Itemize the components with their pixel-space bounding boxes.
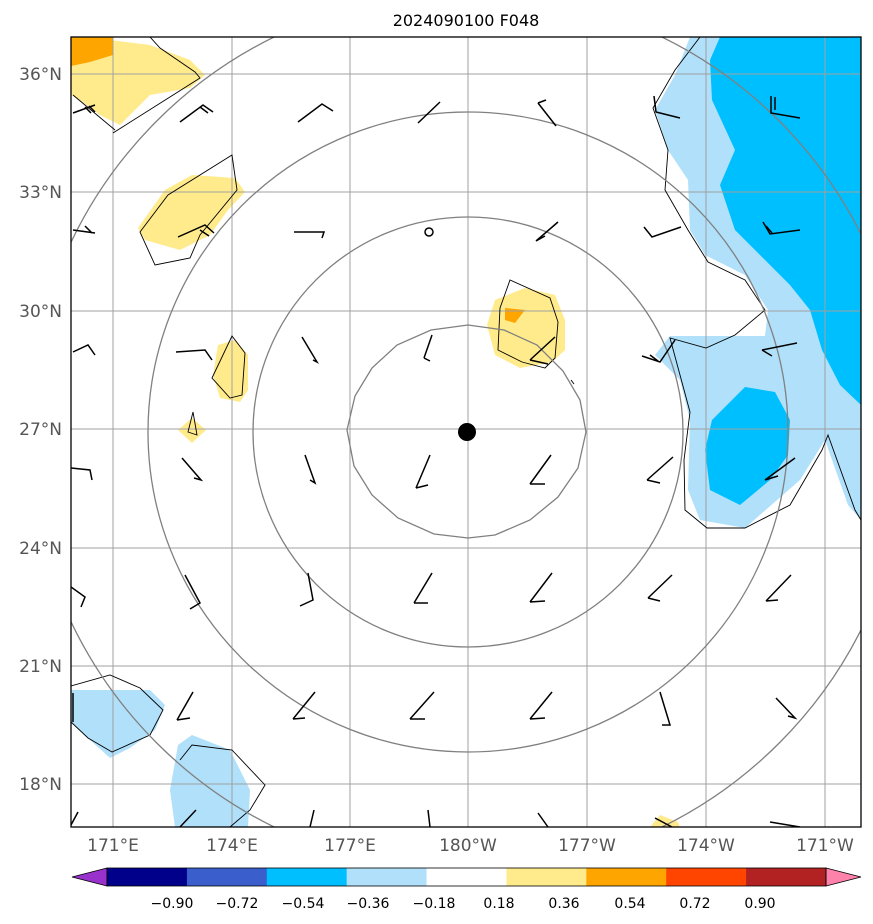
colorbar-label: −0.18 [413,896,456,912]
orange-region-nw [71,37,113,66]
colorbar-tick-labels: −0.90 −0.72 −0.54 −0.36 −0.18 0.18 0.36 … [151,896,776,912]
lon-label-177w: 177°W [558,836,616,856]
lon-label-171w: 171°W [796,836,854,856]
colorbar-label: −0.54 [282,896,325,912]
yellow-region-south [650,815,680,827]
orange-region-center [505,308,525,323]
lat-label-36n: 36°N [19,65,62,85]
blue-region-east [710,37,861,405]
lon-label-174e: 174°E [206,836,258,856]
figure-title: 2024090100 F048 [393,11,540,30]
colorbar: −0.90 −0.72 −0.54 −0.36 −0.18 0.18 0.36 … [71,867,862,912]
lat-label-21n: 21°N [19,657,62,677]
lat-label-30n: 30°N [19,302,62,322]
colorbar-label: −0.72 [216,896,259,912]
colorbar-cell [107,868,188,886]
yellow-region-nw [71,40,205,125]
map-area [71,37,861,827]
lon-label-177e: 177°E [324,836,376,856]
colorbar-cell [506,868,587,886]
blue-region-inner [705,387,790,505]
yellow-region-w3 [178,418,206,443]
colorbar-cell [186,868,268,886]
light-blue-region-sw2 [170,735,250,827]
colorbar-label: 0.54 [614,896,645,912]
colorbar-label: 0.18 [483,896,514,912]
storm-center-marker [458,423,476,441]
colorbar-cell [586,868,667,886]
yellow-region-w [138,175,245,250]
graticule [71,37,861,827]
colorbar-cell [266,868,348,886]
colorbar-cell [666,868,747,886]
colorbar-label: 0.90 [744,896,775,912]
colorbar-label: 0.72 [679,896,710,912]
wind-barbs [71,95,801,827]
lon-label-174w: 174°W [677,836,735,856]
colorbar-label: −0.90 [151,896,194,912]
lon-label-180w: 180°W [439,836,497,856]
lat-label-24n: 24°N [19,539,62,559]
yellow-region-center [487,288,565,368]
light-blue-region-sw1 [71,690,165,758]
colorbar-label: −0.36 [347,896,390,912]
yellow-region-w2 [213,340,248,402]
colorbar-frame [106,867,827,887]
lat-label-18n: 18°N [19,775,62,795]
colorbar-cells [107,868,827,886]
colorbar-cell [346,868,428,886]
colorbar-label: 0.36 [548,896,579,912]
latitude-labels: 36°N 33°N 30°N 27°N 24°N 21°N 18°N [19,65,62,795]
range-rings [71,37,861,827]
colorbar-high-extension [825,867,862,887]
colorbar-low-extension [71,867,108,887]
lat-label-27n: 27°N [19,420,62,440]
lon-label-171e: 171°E [87,836,139,856]
map-frame [70,36,862,828]
lat-label-33n: 33°N [19,183,62,203]
colorbar-cell [426,868,507,886]
colorbar-cell [746,868,827,886]
thin-contours [71,37,861,827]
longitude-labels: 171°E 174°E 177°E 180°W 177°W 174°W 171°… [87,836,854,856]
